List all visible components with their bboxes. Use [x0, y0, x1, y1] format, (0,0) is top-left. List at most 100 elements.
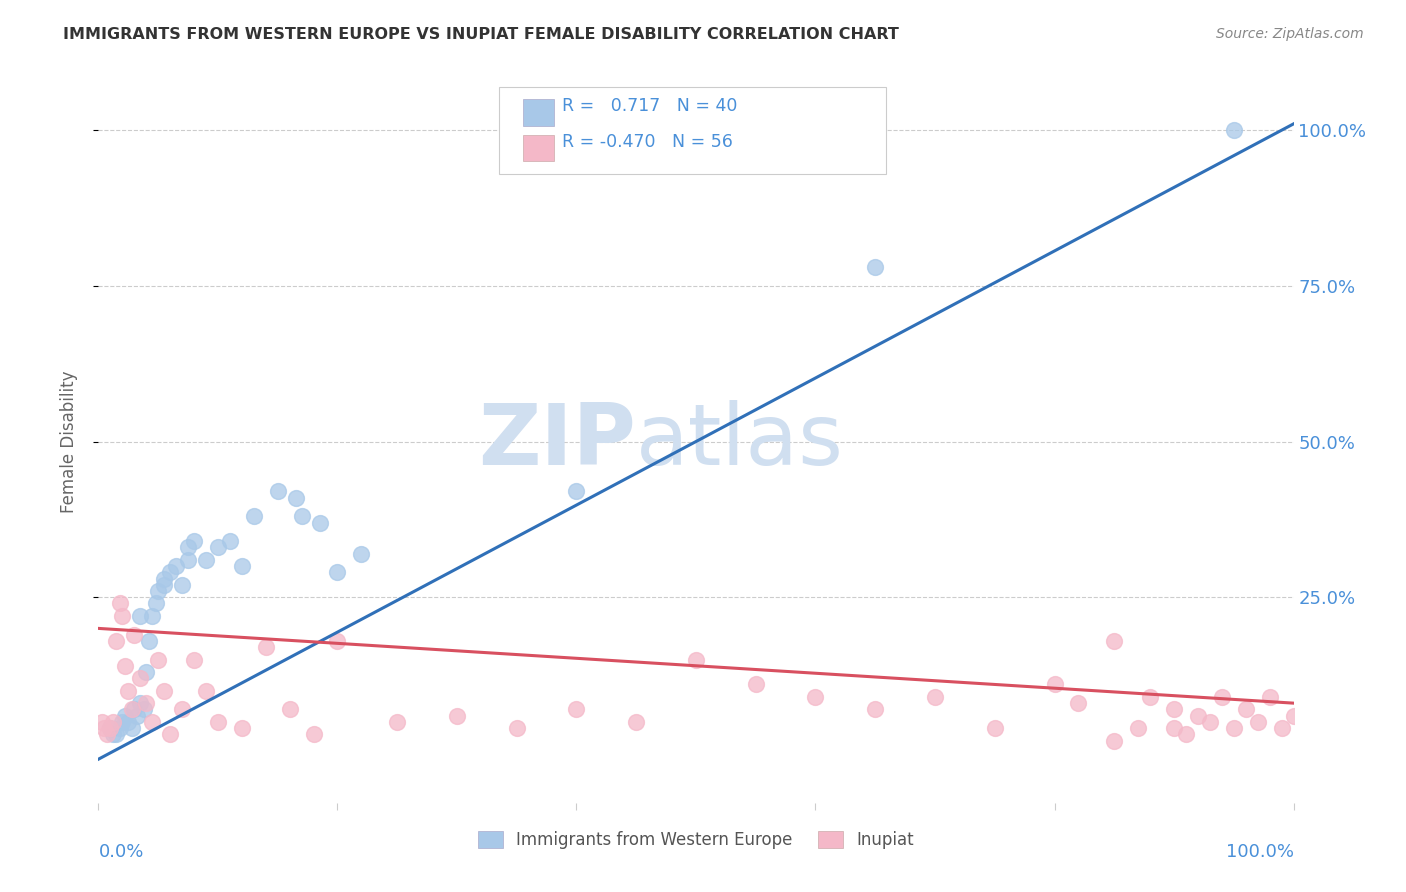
Text: atlas: atlas [637, 400, 844, 483]
Point [124, 627, 146, 641]
Point [148, 584, 170, 599]
Point [177, 541, 200, 555]
Point [145, 597, 167, 611]
Text: IMMIGRANTS FROM WESTERN EUROPE VS INUPIAT FEMALE DISABILITY CORRELATION CHART: IMMIGRANTS FROM WESTERN EUROPE VS INUPIA… [63, 27, 900, 42]
Point [1067, 696, 1090, 710]
Point [96, 727, 118, 741]
Point [111, 609, 134, 624]
Point [129, 696, 152, 710]
Point [114, 658, 136, 673]
Point [177, 553, 200, 567]
Y-axis label: Female Disability: Female Disability [59, 370, 77, 513]
Point [231, 721, 253, 735]
Point [284, 491, 307, 505]
Point [1104, 633, 1126, 648]
Point [159, 566, 181, 580]
Point [121, 721, 143, 735]
Point [159, 727, 181, 741]
Point [326, 633, 349, 648]
Point [745, 677, 768, 691]
Point [231, 559, 253, 574]
Point [865, 260, 887, 274]
Point [219, 534, 242, 549]
Text: 0.0%: 0.0% [98, 843, 143, 861]
Point [685, 652, 707, 666]
Point [1043, 677, 1066, 691]
Point [1175, 727, 1198, 741]
Point [195, 683, 218, 698]
Point [1247, 714, 1270, 729]
Point [141, 609, 163, 624]
Point [565, 484, 588, 499]
Point [114, 708, 136, 723]
Point [101, 727, 124, 741]
Point [267, 484, 290, 499]
Point [1258, 690, 1281, 704]
Point [207, 714, 229, 729]
Point [804, 690, 827, 704]
Point [385, 714, 409, 729]
Point [1282, 708, 1305, 723]
Point [1271, 721, 1294, 735]
Point [865, 702, 887, 716]
Text: 100.0%: 100.0% [1226, 843, 1294, 861]
Point [153, 578, 176, 592]
Point [1163, 702, 1185, 716]
Point [326, 566, 349, 580]
Point [165, 559, 187, 574]
Point [350, 547, 373, 561]
Point [117, 683, 139, 698]
Point [172, 578, 194, 592]
Point [135, 665, 157, 679]
Text: R =   0.717   N = 40: R = 0.717 N = 40 [562, 97, 738, 115]
Point [1139, 690, 1161, 704]
Point [243, 509, 266, 524]
Point [135, 696, 157, 710]
Point [1104, 733, 1126, 747]
Point [1223, 123, 1246, 137]
Point [111, 714, 134, 729]
Point [138, 633, 160, 648]
Point [141, 714, 163, 729]
Point [129, 671, 152, 685]
Point [108, 597, 131, 611]
Point [98, 721, 122, 735]
Point [129, 609, 152, 624]
Point [626, 714, 648, 729]
Point [117, 714, 139, 729]
Point [195, 553, 218, 567]
Point [153, 683, 176, 698]
Text: ZIP: ZIP [478, 400, 637, 483]
Point [153, 572, 176, 586]
Point [1211, 690, 1233, 704]
Point [565, 702, 588, 716]
Point [291, 509, 314, 524]
Point [924, 690, 946, 704]
Point [278, 702, 301, 716]
Point [124, 702, 146, 716]
Point [98, 721, 122, 735]
Point [101, 714, 124, 729]
Point [302, 727, 325, 741]
Point [121, 702, 143, 716]
Point [91, 714, 114, 729]
Point [132, 702, 155, 716]
Point [93, 721, 115, 735]
Point [1199, 714, 1222, 729]
Point [105, 633, 128, 648]
Point [1223, 721, 1246, 735]
Point [1163, 721, 1185, 735]
Point [148, 652, 170, 666]
Point [183, 652, 205, 666]
Point [254, 640, 277, 654]
Point [446, 708, 468, 723]
Point [125, 708, 148, 723]
Point [108, 721, 131, 735]
Point [172, 702, 194, 716]
Point [207, 541, 229, 555]
Point [1128, 721, 1150, 735]
Point [105, 727, 128, 741]
Legend: Immigrants from Western Europe, Inupiat: Immigrants from Western Europe, Inupiat [471, 824, 921, 856]
Point [1187, 708, 1209, 723]
Text: R = -0.470   N = 56: R = -0.470 N = 56 [562, 133, 734, 151]
